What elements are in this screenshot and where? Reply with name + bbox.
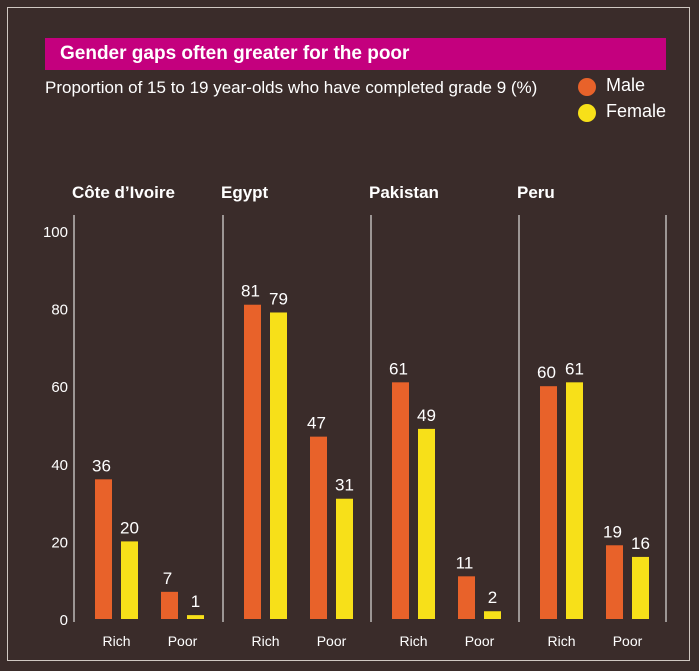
- chart-subtitle: Proportion of 15 to 19 year-olds who hav…: [45, 78, 538, 97]
- bar-male: [606, 545, 623, 619]
- data-label-male: 61: [389, 359, 408, 378]
- bar-female: [270, 312, 287, 619]
- y-tick-label: 0: [60, 612, 68, 629]
- data-label-male: 47: [307, 414, 326, 433]
- group-title: Peru: [517, 183, 555, 202]
- bar-female: [484, 611, 501, 619]
- x-tick-label: Poor: [613, 633, 643, 649]
- y-tick-label: 40: [51, 457, 68, 474]
- data-label-female: 79: [269, 289, 288, 308]
- data-label-male: 7: [163, 569, 172, 588]
- data-label-female: 2: [488, 588, 497, 607]
- x-tick-label: Poor: [465, 633, 495, 649]
- x-tick-label: Rich: [547, 633, 575, 649]
- data-label-male: 60: [537, 363, 556, 382]
- data-label-female: 16: [631, 534, 650, 553]
- bar-female: [187, 615, 204, 619]
- bar-female: [418, 428, 435, 619]
- data-label-female: 31: [335, 476, 354, 495]
- bar-male: [244, 304, 261, 619]
- data-label-female: 1: [191, 592, 200, 611]
- bar-female: [566, 382, 583, 619]
- data-label-male: 19: [603, 522, 622, 541]
- data-label-male: 36: [92, 456, 111, 475]
- data-label-male: 11: [456, 553, 474, 572]
- x-tick-label: Poor: [317, 633, 347, 649]
- bar-male: [310, 436, 327, 619]
- x-tick-label: Rich: [102, 633, 130, 649]
- y-tick-label: 100: [43, 224, 68, 241]
- y-tick-label: 80: [51, 302, 68, 319]
- data-label-male: 81: [241, 282, 260, 301]
- bar-female: [336, 498, 353, 619]
- chart-title: Gender gaps often greater for the poor: [60, 43, 410, 64]
- legend-label-female: Female: [606, 101, 667, 121]
- data-label-female: 20: [120, 518, 139, 537]
- bar-female: [121, 541, 138, 619]
- bar-male: [458, 576, 475, 619]
- group-title: Pakistan: [369, 183, 439, 202]
- x-tick-label: Rich: [251, 633, 279, 649]
- bar-male: [540, 386, 557, 619]
- group-title: Egypt: [221, 183, 269, 202]
- legend-dot-male: [578, 78, 596, 96]
- y-tick-label: 20: [51, 534, 68, 551]
- data-label-female: 49: [417, 406, 436, 425]
- legend-dot-female: [578, 104, 596, 122]
- bar-female: [632, 556, 649, 619]
- bar-male: [95, 479, 112, 619]
- group-title: Côte d’Ivoire: [72, 183, 175, 202]
- legend-label-male: Male: [606, 75, 646, 95]
- data-label-female: 61: [565, 359, 584, 378]
- x-tick-label: Rich: [399, 633, 427, 649]
- chart-frame: [7, 7, 690, 661]
- title-bar: Gender gaps often greater for the poor: [45, 38, 666, 70]
- bar-male: [161, 591, 178, 619]
- y-tick-label: 60: [51, 379, 68, 396]
- x-tick-label: Poor: [168, 633, 198, 649]
- bar-male: [392, 382, 409, 619]
